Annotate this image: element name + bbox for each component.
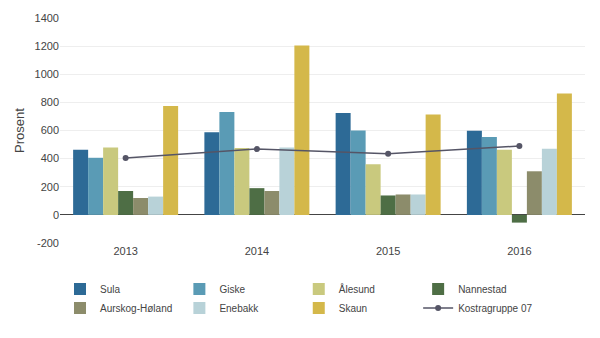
svg-text:1200: 1200 (35, 40, 59, 52)
svg-text:2016: 2016 (507, 245, 531, 257)
svg-text:Skaun: Skaun (339, 303, 367, 314)
svg-text:Prosent: Prosent (12, 108, 27, 153)
svg-text:2013: 2013 (113, 245, 137, 257)
svg-text:Ålesund: Ålesund (339, 283, 375, 295)
svg-text:0: 0 (53, 209, 59, 221)
svg-text:-200: -200 (37, 237, 59, 249)
svg-text:2015: 2015 (376, 245, 400, 257)
svg-text:Nannestad: Nannestad (458, 284, 506, 295)
svg-text:Enebakk: Enebakk (219, 303, 259, 314)
svg-text:600: 600 (41, 124, 59, 136)
svg-text:2014: 2014 (245, 245, 269, 257)
svg-text:Aurskog-Høland: Aurskog-Høland (100, 303, 172, 314)
svg-text:1400: 1400 (35, 12, 59, 24)
svg-text:Sula: Sula (100, 284, 120, 295)
svg-text:800: 800 (41, 96, 59, 108)
svg-text:400: 400 (41, 152, 59, 164)
svg-text:1000: 1000 (35, 68, 59, 80)
svg-text:Kostragruppe 07: Kostragruppe 07 (458, 303, 532, 314)
svg-text:Giske: Giske (219, 284, 245, 295)
svg-text:200: 200 (41, 181, 59, 193)
